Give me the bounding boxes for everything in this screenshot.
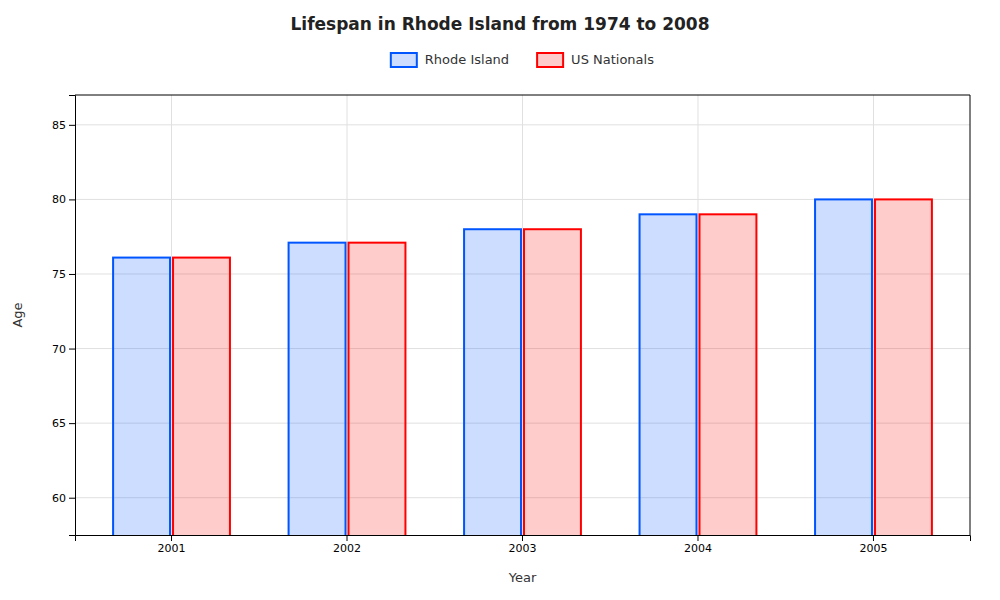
- frame: [75, 95, 970, 96]
- bar: [464, 229, 521, 535]
- tick-mark: [69, 498, 75, 499]
- tick-mark: [69, 274, 75, 275]
- tick-mark: [697, 535, 698, 541]
- tick-label: 75: [52, 268, 66, 281]
- series: [173, 199, 932, 535]
- tick-label: 70: [52, 343, 66, 356]
- legend: Rhode Island US Nationals: [391, 52, 654, 67]
- plot: 60 65 70 75 80 85 2001 2002 2003 2004 2005: [52, 95, 971, 600]
- bar: [289, 243, 346, 535]
- tick: 2002: [333, 535, 361, 555]
- bar: [640, 214, 697, 535]
- legend-item: Rhode Island: [391, 52, 509, 67]
- tick-mark: [69, 125, 75, 126]
- legend-label: US Nationals: [571, 52, 654, 67]
- tick-mark: [69, 349, 75, 350]
- tick-mark: [69, 423, 75, 424]
- tick-label: 80: [52, 193, 66, 206]
- title: Lifespan in Rhode Island from 1974 to 20…: [291, 14, 710, 34]
- tick-label: 65: [52, 417, 66, 430]
- x-axis-title: Year: [508, 570, 537, 585]
- legend-label: Rhode Island: [425, 52, 509, 67]
- tick: 2001: [158, 535, 186, 555]
- bar: [349, 243, 406, 535]
- tick: 65: [52, 417, 75, 430]
- grid-line: [347, 95, 348, 535]
- tick: 80: [52, 193, 75, 206]
- tick-label: 85: [52, 119, 66, 132]
- tick: 2005: [859, 535, 887, 555]
- tick-label: 2004: [684, 542, 712, 555]
- grid-line: [873, 95, 874, 535]
- tick: 70: [52, 343, 75, 356]
- tick-mark: [171, 535, 172, 541]
- tick-label: 60: [52, 492, 66, 505]
- axis-line: [76, 536, 971, 542]
- tick: 2003: [509, 535, 537, 555]
- legend-item: US Nationals: [537, 52, 654, 67]
- grid-line: [522, 95, 523, 535]
- y-axis: 60 65 70 75 80 85: [52, 96, 76, 536]
- bar: [815, 199, 872, 535]
- x-axis: 2001 2002 2003 2004 2005: [76, 535, 971, 555]
- axis-line: [69, 96, 76, 536]
- frame: [970, 95, 971, 535]
- legend-swatch: [537, 53, 563, 67]
- bars: [113, 199, 932, 535]
- grid-line: [697, 95, 698, 535]
- tick-label: 2003: [509, 542, 537, 555]
- chart: 60 65 70 75 80 85 2001 2002 2003 2004 2005 Year Age L…: [0, 0, 1000, 600]
- bar: [173, 258, 230, 535]
- tick-mark: [69, 199, 75, 200]
- tick: 85: [52, 119, 75, 132]
- bar: [524, 229, 581, 535]
- y-axis-title: Age: [10, 302, 25, 327]
- tick-label: 2002: [333, 542, 361, 555]
- tick: 75: [52, 268, 75, 281]
- bar: [699, 214, 756, 535]
- tick-mark: [347, 535, 348, 541]
- bar: [113, 258, 170, 535]
- bar: [875, 199, 932, 535]
- tick-label: 2001: [158, 542, 186, 555]
- tick-label: 2005: [859, 542, 887, 555]
- series: [113, 199, 872, 535]
- tick-mark: [522, 535, 523, 541]
- legend-swatch: [391, 53, 417, 67]
- grid-line: [171, 95, 172, 535]
- tick: 2004: [684, 535, 712, 555]
- tick-mark: [873, 535, 874, 541]
- tick: 60: [52, 492, 75, 505]
